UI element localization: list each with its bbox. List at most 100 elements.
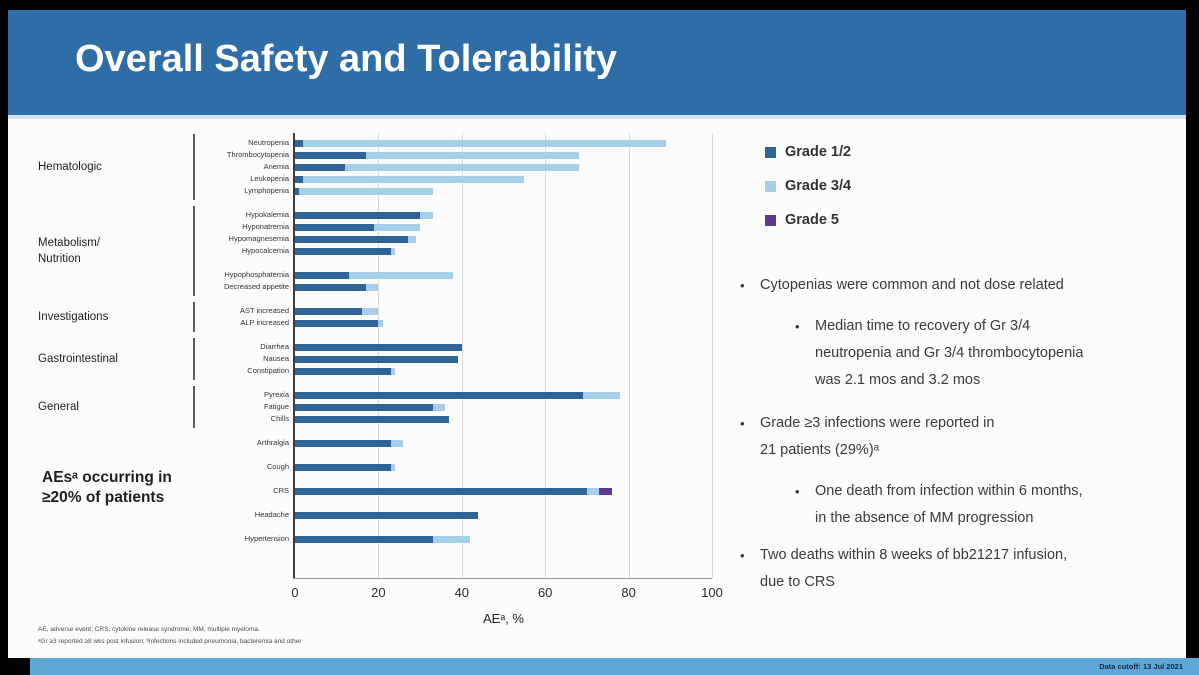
bar-row-label: Hypomagnesemia [228, 234, 289, 243]
bar-segment-grade12 [295, 307, 362, 315]
bar-row-label: Constipation [247, 366, 289, 375]
category-label: Hematologic [38, 161, 102, 173]
bullet-marker: • [740, 548, 745, 563]
bar-segment-grade34 [390, 367, 396, 375]
category-label: Gastrointestinal [38, 353, 118, 365]
bullet-text: Two deaths within 8 weeks of bb21217 inf… [760, 547, 1068, 590]
page-title: Overall Safety and Tolerability [75, 38, 618, 80]
legend-swatch-grade-1-2 [765, 146, 776, 158]
legend-item-grade-3-4: Grade 3/4 [765, 174, 851, 198]
category-label: Metabolism/ Nutrition [38, 237, 100, 265]
bar-segment-grade34 [582, 391, 621, 399]
footer-strip: Data cutoff: 13 Jul 2021 [30, 658, 1199, 675]
bar-segment-grade12 [295, 511, 479, 519]
bar-segment-grade12 [295, 223, 375, 231]
gridline [461, 133, 463, 578]
bullet-text: Median time to recovery of Gr 3/4 neutro… [815, 318, 1084, 388]
legend-swatch-grade-5 [765, 214, 776, 226]
bar-segment-grade12 [295, 355, 458, 363]
bar-row-label: Lymphopenia [244, 186, 289, 195]
category-bracket [193, 302, 195, 332]
x-tick-label: 40 [454, 585, 470, 600]
legend-label-grade-5: Grade 5 [785, 212, 839, 228]
bar-segment-grade34 [299, 187, 433, 195]
bar-segment-grade12 [295, 439, 391, 447]
bullet-item: • Two deaths within 8 weeks of bb21217 i… [740, 542, 1199, 596]
footer-right-text: Data cutoff: 13 Jul 2021 [1099, 662, 1183, 671]
bullet-item: • One death from infection within 6 mont… [795, 478, 1199, 532]
x-tick-label: 100 [701, 585, 723, 600]
bar-segment-grade12 [295, 187, 300, 195]
bar-segment-grade34 [303, 175, 525, 183]
footnote-line-1: AE, adverse event; CRS, cytokine release… [38, 626, 260, 633]
bar-segment-grade34 [345, 163, 579, 171]
bar-row-label: Headache [254, 510, 289, 519]
bar-segment-grade12 [295, 271, 350, 279]
bullet-marker: • [795, 484, 800, 499]
legend-label-grade-1-2: Grade 1/2 [785, 144, 852, 160]
category-bracket [193, 386, 195, 428]
category-bracket [193, 134, 195, 200]
legend-swatch-grade-3-4 [765, 180, 776, 192]
bar-segment-grade34 [390, 439, 404, 447]
bar-segment-grade34 [303, 139, 667, 147]
footnote-line-2: ᵃGr ≥3 reported ≥8 wks post infusion; ᵇi… [38, 638, 302, 645]
legend-item-grade-1-2: Grade 1/2 [765, 140, 851, 164]
bar-segment-grade12 [295, 175, 304, 183]
bar-segment-grade5 [599, 487, 612, 495]
bar-row-label: Diarrhea [260, 342, 289, 351]
bar-row-label: ALP increased [240, 318, 289, 327]
bar-row-label: Pyrexia [263, 390, 289, 399]
bar-segment-grade34 [390, 463, 396, 471]
bar-segment-grade34 [407, 235, 416, 243]
bullet-item: • Median time to recovery of Gr 3/4 neut… [795, 313, 1199, 394]
bar-row-label: Nausea [263, 354, 289, 363]
legend-item-grade-5: Grade 5 [765, 208, 851, 232]
bar-segment-grade34 [365, 151, 579, 159]
bar-segment-grade34 [374, 223, 421, 231]
bar-row-label: Hypophosphatemia [224, 270, 289, 279]
bullet-marker: • [740, 278, 745, 293]
category-bracket [193, 338, 195, 380]
bullet-item: • Cytopenias were common and not dose re… [740, 272, 1199, 299]
bar-segment-grade12 [295, 247, 391, 255]
bar-segment-grade34 [586, 487, 600, 495]
bar-row-label: Neutropenia [248, 138, 289, 147]
bar-segment-grade12 [295, 535, 433, 543]
bar-row-label: Cough [266, 462, 289, 471]
bar-segment-grade12 [295, 151, 366, 159]
bar-segment-grade34 [349, 271, 454, 279]
bar-segment-grade34 [361, 307, 379, 315]
bar-segment-grade12 [295, 367, 391, 375]
bar-segment-grade12 [295, 139, 304, 147]
x-tick-label: 0 [291, 585, 299, 600]
bar-segment-grade34 [365, 283, 379, 291]
bar-segment-grade34 [432, 535, 471, 543]
bar-row-label: Leukopenia [250, 174, 289, 183]
bar-row-label: AST increased [239, 306, 289, 315]
bar-segment-grade34 [420, 211, 433, 219]
bullet-text: One death from infection within 6 months… [815, 483, 1083, 526]
banner-edge [8, 115, 1186, 119]
bar-row-label: Anemia [263, 162, 289, 171]
x-tick-label: 80 [621, 585, 636, 600]
bar-segment-grade34 [432, 403, 446, 411]
bar-segment-grade12 [295, 319, 379, 327]
bar-row-label: Hypocalcemia [241, 246, 289, 255]
bar-segment-grade12 [295, 403, 433, 411]
bullet-text: Cytopenias were common and not dose rela… [760, 277, 1064, 293]
bar-segment-grade12 [295, 211, 421, 219]
chart-legend: Grade 1/2 Grade 3/4 Grade 5 [765, 140, 851, 242]
bar-row-label: Fatigue [263, 402, 289, 411]
bullet-marker: • [740, 416, 745, 431]
bullet-item: • Grade ≥3 infections were reported in 2… [740, 410, 1199, 464]
bar-segment-grade12 [295, 463, 391, 471]
bar-row-label: Thrombocytopenia [226, 150, 289, 159]
bullet-text: Grade ≥3 infections were reported in 21 … [760, 415, 995, 458]
x-axis-title: AEᵃ, % [483, 611, 524, 626]
category-label: Investigations [38, 311, 109, 323]
bar-segment-grade34 [378, 319, 383, 327]
gridline [628, 133, 630, 578]
gridline [712, 133, 713, 578]
bullet-list: • Cytopenias were common and not dose re… [740, 272, 1199, 596]
